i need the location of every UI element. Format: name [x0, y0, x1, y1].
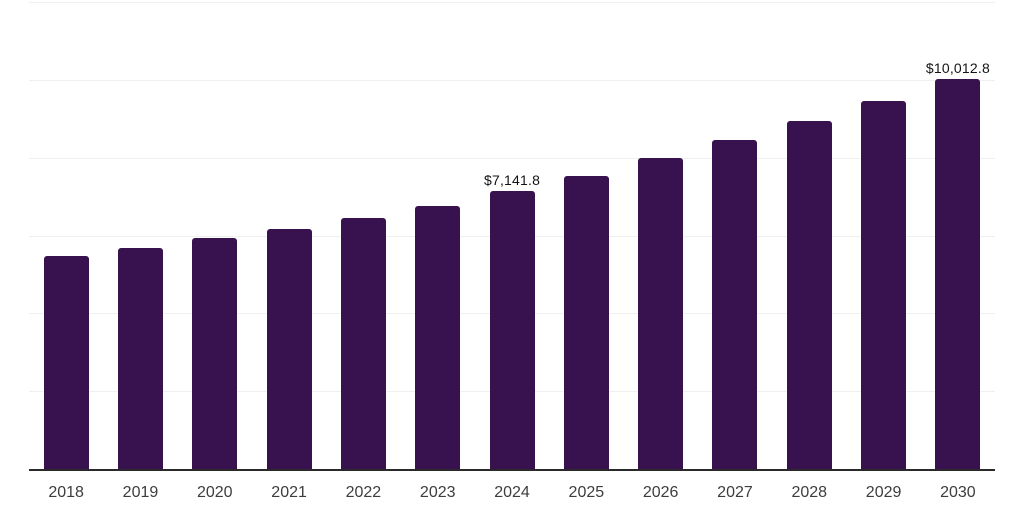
- bar-column-2026: [624, 2, 698, 469]
- bar-value-label-2024: $7,141.8: [483, 172, 541, 189]
- bar-column-2029: [846, 2, 920, 469]
- x-tick-2027: 2027: [717, 484, 753, 501]
- x-tick-2018: 2018: [48, 484, 84, 501]
- plot-area: $7,141.8 $10,012.8: [29, 2, 995, 471]
- bar-column-2021: [252, 2, 326, 469]
- gridline-10000: [29, 79, 995, 81]
- bars-container: $7,141.8 $10,012.8: [29, 2, 995, 469]
- bar-column-2018: [29, 2, 103, 469]
- bar-2024: $7,141.8: [484, 172, 540, 469]
- bar-2025: [563, 175, 609, 469]
- bar-2030: $10,012.8: [926, 60, 990, 469]
- bar-2021: [266, 228, 312, 469]
- bar-2020: [192, 238, 238, 469]
- bar-column-2022: [326, 2, 400, 469]
- bar-2019: [117, 247, 163, 469]
- x-tick-2026: 2026: [642, 484, 679, 501]
- x-tick-2028: 2028: [791, 484, 828, 501]
- bar-2028: [786, 121, 832, 469]
- gridline-12000: [29, 2, 995, 3]
- bar-value-label-2030: $10,012.8: [925, 60, 990, 77]
- bar-2026: [638, 158, 684, 469]
- bar-column-2019: [103, 2, 177, 469]
- x-tick-2025: 2025: [568, 484, 605, 501]
- bar-column-2023: [401, 2, 475, 469]
- gridline-8000: [29, 157, 995, 159]
- x-tick-2021: 2021: [271, 484, 307, 501]
- x-tick-2029: 2029: [865, 484, 902, 501]
- bar-2022: [340, 217, 386, 469]
- bar-column-2024: $7,141.8: [475, 2, 549, 469]
- x-tick-2019: 2019: [122, 484, 159, 501]
- bar-column-2027: [698, 2, 772, 469]
- bar-column-2028: [772, 2, 846, 469]
- bar-2029: [861, 101, 907, 469]
- x-axis: 2018 2019 2020 2021 2022 2023 2024 2025 2026 2027…: [29, 471, 995, 512]
- bar-2018: [43, 256, 89, 469]
- x-tick-2023: 2023: [419, 484, 456, 501]
- x-tick-2022: 2022: [345, 484, 382, 501]
- x-tick-2024: 2024: [494, 484, 530, 501]
- bar-2023: [415, 206, 461, 469]
- bar-column-2030: $10,012.8: [921, 2, 995, 469]
- x-tick-2020: 2020: [196, 484, 233, 501]
- x-tick-2030: 2030: [940, 484, 976, 501]
- bar-2027: [712, 140, 758, 469]
- bar-column-2025: [549, 2, 623, 469]
- bar-column-2020: [178, 2, 252, 469]
